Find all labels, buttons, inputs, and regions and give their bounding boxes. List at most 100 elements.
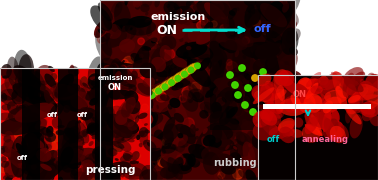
Circle shape <box>141 104 149 111</box>
Ellipse shape <box>101 58 137 87</box>
Ellipse shape <box>144 123 148 126</box>
Ellipse shape <box>151 57 166 72</box>
Circle shape <box>0 163 8 173</box>
Circle shape <box>104 65 112 74</box>
Circle shape <box>158 147 161 149</box>
Ellipse shape <box>316 95 330 111</box>
Ellipse shape <box>248 10 252 14</box>
Circle shape <box>262 24 272 35</box>
Ellipse shape <box>275 167 288 180</box>
Ellipse shape <box>115 126 137 143</box>
Ellipse shape <box>246 130 265 165</box>
Ellipse shape <box>268 86 288 98</box>
Ellipse shape <box>59 177 63 180</box>
Ellipse shape <box>55 146 84 170</box>
Ellipse shape <box>177 18 184 26</box>
Ellipse shape <box>305 109 321 135</box>
Ellipse shape <box>141 165 158 180</box>
Ellipse shape <box>245 74 256 80</box>
Ellipse shape <box>277 61 290 82</box>
Circle shape <box>98 152 105 159</box>
Ellipse shape <box>149 106 153 109</box>
Circle shape <box>172 65 174 68</box>
Ellipse shape <box>208 111 223 123</box>
Circle shape <box>89 171 99 180</box>
Circle shape <box>197 21 205 30</box>
Circle shape <box>48 99 53 104</box>
Ellipse shape <box>260 57 267 63</box>
Ellipse shape <box>37 133 52 150</box>
Ellipse shape <box>275 155 286 161</box>
Ellipse shape <box>34 91 38 94</box>
Ellipse shape <box>15 68 30 93</box>
Ellipse shape <box>214 170 226 180</box>
Ellipse shape <box>271 4 293 33</box>
Ellipse shape <box>163 153 169 159</box>
Ellipse shape <box>45 136 48 138</box>
Circle shape <box>211 131 219 140</box>
Ellipse shape <box>192 92 204 102</box>
Ellipse shape <box>182 158 186 165</box>
Circle shape <box>286 77 291 82</box>
Circle shape <box>191 82 201 92</box>
Ellipse shape <box>367 98 378 110</box>
Ellipse shape <box>75 120 89 143</box>
Ellipse shape <box>219 106 235 126</box>
Circle shape <box>82 112 87 117</box>
Ellipse shape <box>138 83 153 95</box>
Ellipse shape <box>103 95 110 100</box>
Ellipse shape <box>25 132 39 144</box>
Ellipse shape <box>163 123 178 140</box>
Ellipse shape <box>196 28 216 45</box>
Circle shape <box>237 99 246 108</box>
Ellipse shape <box>118 86 125 100</box>
Ellipse shape <box>191 43 214 60</box>
Ellipse shape <box>245 11 248 15</box>
Ellipse shape <box>265 133 279 156</box>
Ellipse shape <box>104 66 116 79</box>
Ellipse shape <box>137 25 142 34</box>
Ellipse shape <box>260 130 266 137</box>
Ellipse shape <box>271 115 283 135</box>
Ellipse shape <box>266 174 276 180</box>
Ellipse shape <box>112 141 124 149</box>
Ellipse shape <box>269 125 279 136</box>
Ellipse shape <box>115 77 127 87</box>
Ellipse shape <box>65 76 74 83</box>
Ellipse shape <box>139 169 157 180</box>
Ellipse shape <box>189 63 210 77</box>
Ellipse shape <box>0 116 41 135</box>
Ellipse shape <box>87 90 108 119</box>
Circle shape <box>109 105 118 114</box>
Ellipse shape <box>161 149 184 164</box>
Circle shape <box>137 154 141 158</box>
Ellipse shape <box>68 66 79 76</box>
Circle shape <box>251 44 260 53</box>
Ellipse shape <box>269 103 290 119</box>
Ellipse shape <box>237 92 250 107</box>
Ellipse shape <box>95 150 107 159</box>
Circle shape <box>112 118 120 125</box>
Ellipse shape <box>105 166 108 171</box>
Ellipse shape <box>161 148 166 154</box>
Circle shape <box>100 73 104 77</box>
Ellipse shape <box>143 140 156 152</box>
Ellipse shape <box>120 170 125 178</box>
Ellipse shape <box>105 68 107 72</box>
Ellipse shape <box>25 76 41 90</box>
Ellipse shape <box>108 158 111 162</box>
Ellipse shape <box>344 78 364 92</box>
Ellipse shape <box>128 16 152 28</box>
Ellipse shape <box>71 154 75 159</box>
Circle shape <box>175 76 181 81</box>
Circle shape <box>119 65 127 73</box>
Ellipse shape <box>267 74 284 92</box>
Ellipse shape <box>131 151 140 161</box>
Circle shape <box>171 77 173 79</box>
Ellipse shape <box>106 24 121 39</box>
Ellipse shape <box>112 61 125 74</box>
Ellipse shape <box>167 157 183 180</box>
Ellipse shape <box>304 112 332 128</box>
Ellipse shape <box>341 76 356 96</box>
Circle shape <box>88 78 95 85</box>
